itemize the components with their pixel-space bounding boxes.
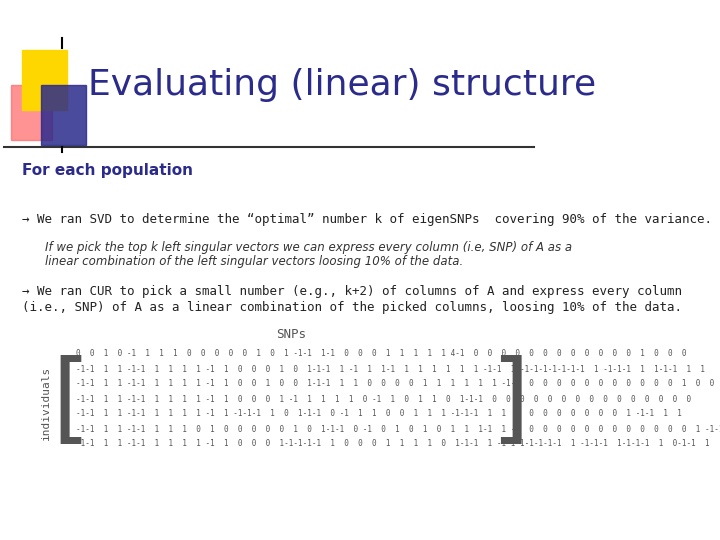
Text: -1-1  1  1 -1-1  1  1  1  1 -1  1  0  0  0  1 -1  1  1  1  1  0 -1  1  0  1  1  : -1-1 1 1 -1-1 1 1 1 1 -1 1 0 0 0 1 -1 1 … [76,395,691,403]
Text: linear combination of the left singular vectors loosing 10% of the data.: linear combination of the left singular … [45,255,463,268]
Text: 0  0  1  0 -1  1  1  1  0  0  0  0  0  1  0  1 -1-1  1-1  0  0  0  1  1  1  1  1: 0 0 1 0 -1 1 1 1 0 0 0 0 0 1 0 1 -1-1 1-… [76,349,687,359]
Text: Evaluating (linear) structure: Evaluating (linear) structure [88,68,596,102]
Text: ]: ] [484,354,544,452]
Text: → We ran CUR to pick a small number (e.g., k+2) of columns of A and express ever: → We ran CUR to pick a small number (e.g… [22,286,683,299]
Text: -1-1  1  1 -1-1  1  1  1  1 -1  1  0  0  1  0  0  1-1-1  1  1  0  0  0  0  1  1 : -1-1 1 1 -1-1 1 1 1 1 -1 1 0 0 1 0 0 1-1… [76,380,720,388]
Text: If we pick the top k left singular vectors we can express every column (i.e, SNP: If we pick the top k left singular vecto… [45,240,572,253]
Text: individuals: individuals [41,366,51,440]
Text: (i.e., SNP) of A as a linear combination of the picked columns, loosing 10% of t: (i.e., SNP) of A as a linear combination… [22,300,683,314]
Text: -1-1  1  1 -1-1  1  1  1  1 -1  1  0  0  0  1-1-1-1-1  1  0  0  0  1  1  1  1  0: -1-1 1 1 -1-1 1 1 1 1 -1 1 0 0 0 1-1-1-1… [76,440,710,449]
Bar [22,50,67,110]
Text: SNPs: SNPs [276,328,306,341]
Text: -1-1  1  1 -1-1  1  1  1  1 -1  1  0  0  0  1  0  1-1-1  1 -1  1  1-1  1  1  1  : -1-1 1 1 -1-1 1 1 1 1 -1 1 0 0 0 1 0 1-1… [76,364,705,374]
Text: -1-1  1  1 -1-1  1  1  1  0  1  0  0  0  0  0  1  0  1-1-1  0 -1  0  1  0  1  0 : -1-1 1 1 -1-1 1 1 1 0 1 0 0 0 0 0 1 0 1-… [76,424,720,434]
Bar [41,85,86,145]
Text: For each population: For each population [22,163,194,178]
Text: [: [ [37,354,97,452]
Text: → We ran SVD to determine the “optimal” number k of eigenSNPs  covering 90% of t: → We ran SVD to determine the “optimal” … [22,213,712,226]
Text: -1-1  1  1 -1-1  1  1  1  1 -1  1 -1-1-1  1  0  1-1-1  0 -1  1  1  0  0  1  1  1: -1-1 1 1 -1-1 1 1 1 1 -1 1 -1-1-1 1 0 1-… [76,409,682,418]
Bar [12,85,53,140]
